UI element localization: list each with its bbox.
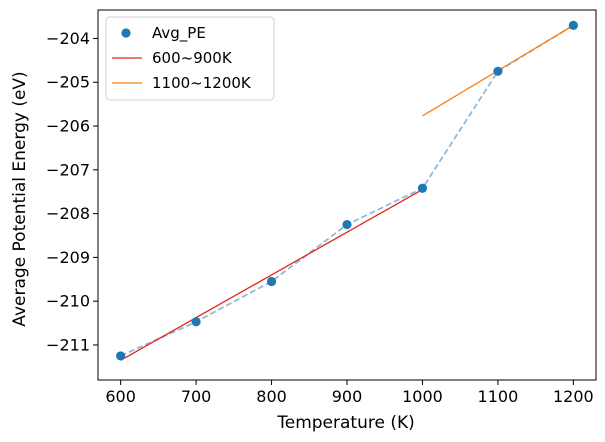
data-point (191, 317, 201, 327)
y-tick-label: −204 (46, 29, 90, 48)
y-axis-ticks: −211 −210 −209 −208 −207 −206 −205 −204 (46, 29, 98, 354)
x-tick-label: 600 (105, 387, 136, 406)
legend-label: Avg_PE (152, 24, 206, 43)
x-tick-label: 1100 (478, 387, 519, 406)
legend-marker (121, 28, 131, 38)
data-point (568, 20, 578, 30)
x-axis-label: Temperature (K) (276, 413, 415, 433)
legend: Avg_PE 600~900K 1100~1200K (105, 16, 275, 101)
data-point (116, 351, 126, 361)
data-point (266, 276, 277, 287)
x-tick-label: 800 (256, 387, 287, 406)
y-tick-label: −209 (46, 248, 90, 267)
plot-area (97, 9, 597, 381)
x-tick-label: 1200 (553, 387, 594, 406)
x-tick-label: 900 (332, 387, 363, 406)
y-tick-label: −206 (46, 117, 90, 136)
y-axis-label: Average Potential Energy (eV) (10, 71, 30, 326)
x-tick-label: 700 (181, 387, 212, 406)
legend-box (105, 16, 275, 101)
fit-line-1 (120, 188, 423, 361)
data-point (417, 183, 428, 193)
y-tick-label: −205 (46, 73, 90, 92)
x-axis-ticks: 600 700 800 900 1000 1100 1200 (105, 380, 594, 406)
y-tick-label: −211 (46, 335, 90, 354)
data-point (493, 66, 503, 76)
x-tick-label: 1000 (402, 387, 443, 406)
legend-label: 600~900K (152, 49, 233, 67)
legend-label: 1100~1200K (152, 74, 252, 92)
y-tick-label: −208 (46, 204, 90, 223)
y-tick-label: −207 (46, 160, 90, 179)
y-tick-label: −210 (46, 292, 90, 311)
data-point (342, 219, 352, 230)
